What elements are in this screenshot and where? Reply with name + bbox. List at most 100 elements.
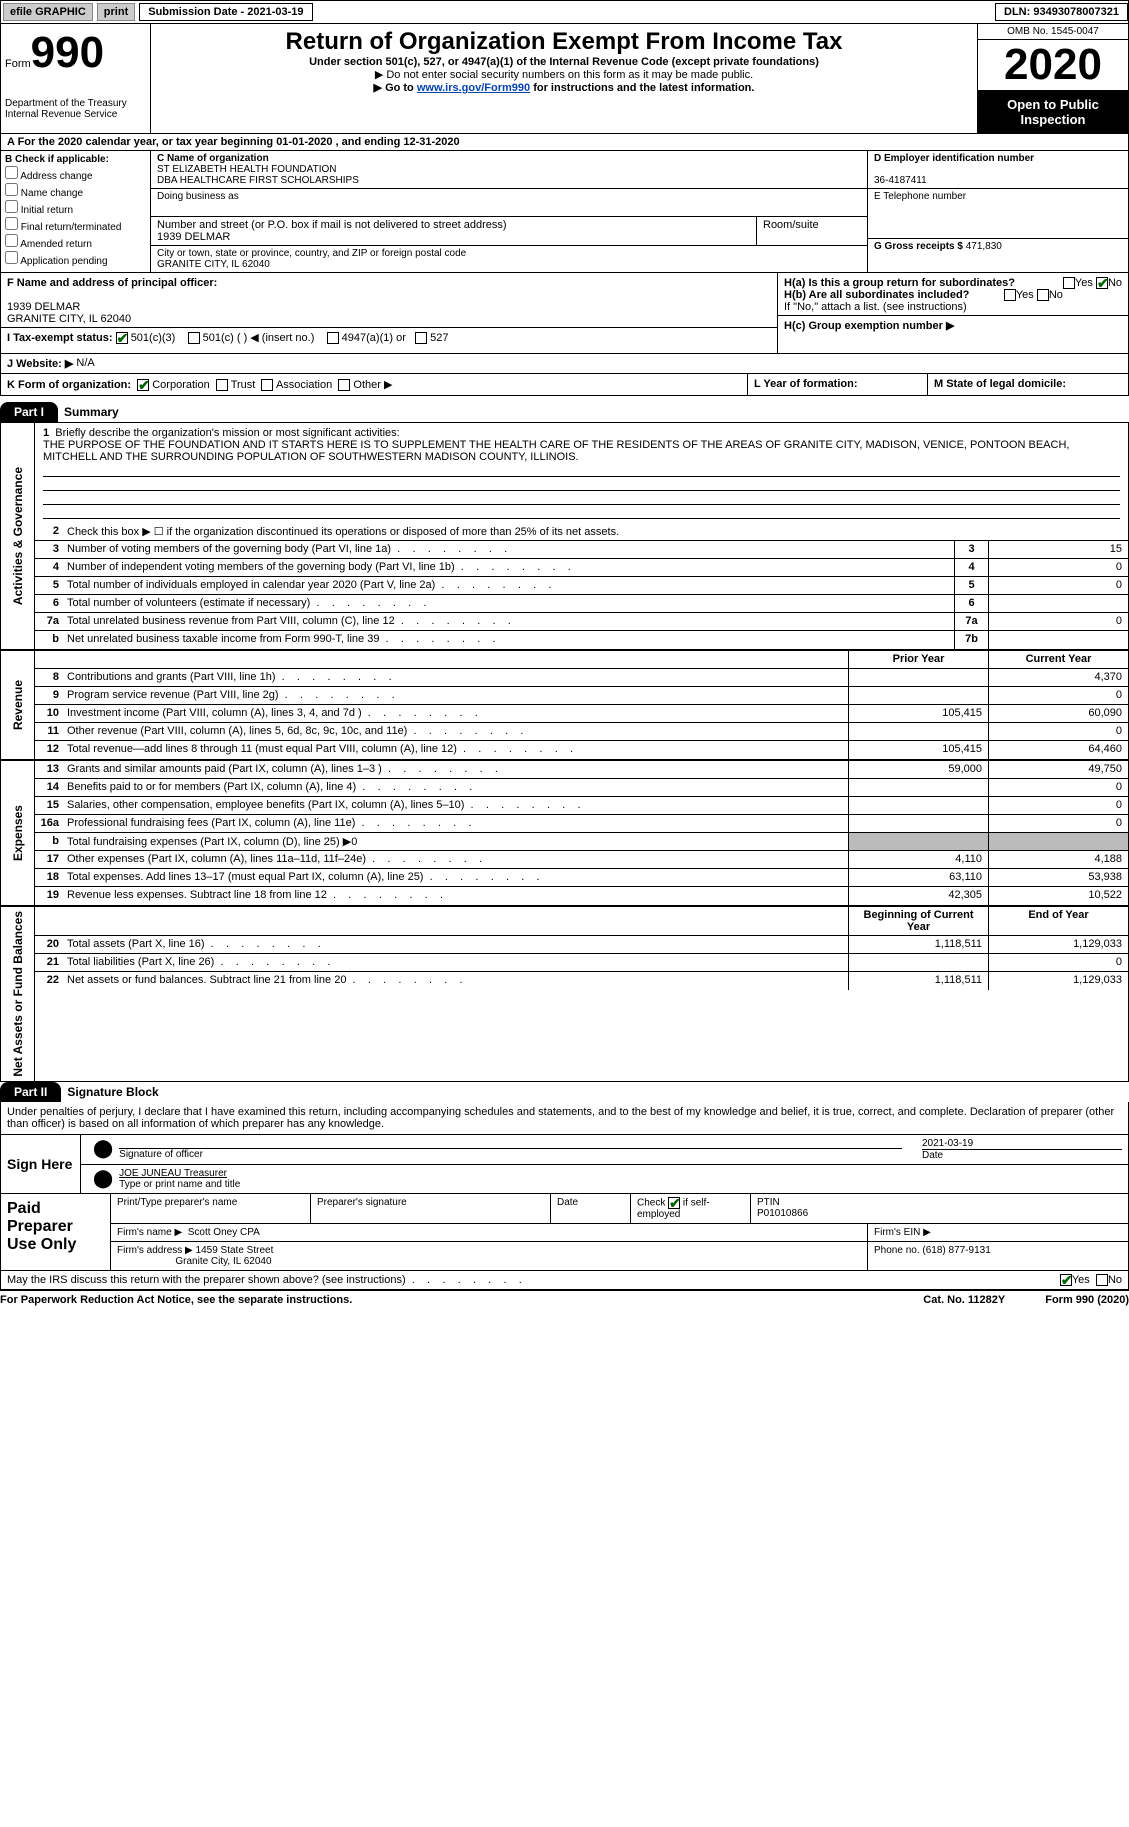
ha-no[interactable] xyxy=(1096,277,1108,289)
sig-arrow-icon: ⬤ xyxy=(87,1138,119,1161)
sec-revenue: Revenue Prior Year Current Year 8Contrib… xyxy=(1,651,1128,761)
cb-name-change[interactable] xyxy=(5,183,18,196)
cb-other[interactable] xyxy=(338,379,350,391)
ptin-h: PTIN xyxy=(757,1197,780,1208)
exp-row: 13Grants and similar amounts paid (Part … xyxy=(35,761,1128,779)
cb-corp[interactable] xyxy=(137,379,149,391)
cb-application-pending[interactable] xyxy=(5,251,18,264)
print-button[interactable]: print xyxy=(97,3,135,21)
ha-yes[interactable] xyxy=(1063,277,1075,289)
sec-netassets: Net Assets or Fund Balances Beginning of… xyxy=(1,907,1128,1081)
k-h: K Form of organization: xyxy=(7,379,131,391)
f-h: F Name and address of principal officer: xyxy=(7,277,217,289)
signature-block: Under penalties of perjury, I declare th… xyxy=(0,1102,1129,1194)
part1-body: Activities & Governance 1 Briefly descri… xyxy=(0,422,1129,1082)
col-d: D Employer identification number 36-4187… xyxy=(868,151,1128,272)
row-kl: K Form of organization: Corporation Trus… xyxy=(0,374,1129,396)
cb-assoc[interactable] xyxy=(261,379,273,391)
hdr-py2: Beginning of Current Year xyxy=(848,907,988,935)
irs-link[interactable]: www.irs.gov/Form990 xyxy=(417,82,530,94)
city: GRANITE CITY, IL 62040 xyxy=(157,259,270,270)
firm-addr1: 1459 State Street xyxy=(196,1245,274,1256)
j-v: N/A xyxy=(76,357,94,370)
vlabel-gov: Activities & Governance xyxy=(9,463,27,609)
cb-4947[interactable] xyxy=(327,332,339,344)
org-name-h: C Name of organization xyxy=(157,153,269,164)
hb-note: If "No," attach a list. (see instruction… xyxy=(784,301,1122,313)
declaration: Under penalties of perjury, I declare th… xyxy=(1,1102,1128,1135)
sig-label: Signature of officer xyxy=(119,1149,203,1160)
hb-yes[interactable] xyxy=(1004,289,1016,301)
form-subtitle: Under section 501(c), 527, or 4947(a)(1)… xyxy=(157,56,971,68)
org-name2: DBA HEALTHCARE FIRST SCHOLARSHIPS xyxy=(157,175,359,186)
cb-trust[interactable] xyxy=(216,379,228,391)
brief-h: Briefly describe the organization's miss… xyxy=(55,427,399,439)
phone-h: Phone no. xyxy=(874,1245,920,1256)
fh-right: H(a) Is this a group return for subordin… xyxy=(778,273,1128,353)
phone: (618) 877-9131 xyxy=(922,1245,990,1256)
gov-row: 2Check this box ▶ ☐ if the organization … xyxy=(35,523,1128,541)
net-row: 22Net assets or fund balances. Subtract … xyxy=(35,972,1128,990)
city-h: City or town, state or province, country… xyxy=(157,248,466,259)
footer-m: Cat. No. 11282Y xyxy=(923,1294,1005,1306)
efile-label: efile GRAPHIC xyxy=(3,3,93,21)
irs-no[interactable] xyxy=(1096,1274,1108,1286)
cb-527[interactable] xyxy=(415,332,427,344)
exp-row: 15Salaries, other compensation, employee… xyxy=(35,797,1128,815)
hb-no[interactable] xyxy=(1037,289,1049,301)
paid-preparer: Paid Preparer Use Only Print/Type prepar… xyxy=(0,1194,1129,1271)
vlabel-exp: Expenses xyxy=(9,801,27,865)
pp-sig-h: Preparer's signature xyxy=(311,1194,551,1223)
col-b-header: B Check if applicable: xyxy=(5,154,146,165)
firm-name: Scott Oney CPA xyxy=(188,1227,260,1238)
footer-l: For Paperwork Reduction Act Notice, see … xyxy=(0,1294,352,1306)
sec-governance: Activities & Governance 1 Briefly descri… xyxy=(1,423,1128,651)
part1-header: Part I Summary xyxy=(0,402,1129,422)
exp-row: bTotal fundraising expenses (Part IX, co… xyxy=(35,833,1128,851)
tel-h: E Telephone number xyxy=(874,191,966,202)
omb-number: OMB No. 1545-0047 xyxy=(978,24,1128,40)
rev-row: 9Program service revenue (Part VIII, lin… xyxy=(35,687,1128,705)
cb-initial-return[interactable] xyxy=(5,200,18,213)
net-row: 20Total assets (Part X, line 16)1,118,51… xyxy=(35,936,1128,954)
rev-row: 10Investment income (Part VIII, column (… xyxy=(35,705,1128,723)
part1-title: Summary xyxy=(64,405,119,419)
gross-h: G Gross receipts $ xyxy=(874,241,963,252)
irs-yes[interactable] xyxy=(1060,1274,1072,1286)
hdr-cy2: End of Year xyxy=(988,907,1128,935)
footer-r: Form 990 (2020) xyxy=(1045,1294,1129,1306)
part2-tab: Part II xyxy=(0,1082,61,1102)
cb-501c[interactable] xyxy=(188,332,200,344)
j-h: J Website: ▶ xyxy=(7,357,73,370)
submission-date: Submission Date - 2021-03-19 xyxy=(139,3,312,21)
exp-row: 16aProfessional fundraising fees (Part I… xyxy=(35,815,1128,833)
open-inspection: Open to Public Inspection xyxy=(978,91,1128,133)
cb-501c3[interactable] xyxy=(116,332,128,344)
gov-row: 6Total number of volunteers (estimate if… xyxy=(35,595,1128,613)
i-h: I Tax-exempt status: xyxy=(7,332,113,344)
col-c: C Name of organization ST ELIZABETH HEAL… xyxy=(151,151,868,272)
exp-row: 17Other expenses (Part IX, column (A), l… xyxy=(35,851,1128,869)
header-middle: Return of Organization Exempt From Incom… xyxy=(151,24,978,133)
gov-row: 4Number of independent voting members of… xyxy=(35,559,1128,577)
addr: 1939 DELMAR xyxy=(157,231,230,243)
vlabel-net: Net Assets or Fund Balances xyxy=(9,907,27,1081)
hdr-row-net: Beginning of Current Year End of Year xyxy=(35,907,1128,936)
header-right: OMB No. 1545-0047 2020 Open to Public In… xyxy=(978,24,1128,133)
top-bar: efile GRAPHIC print Submission Date - 20… xyxy=(0,0,1129,24)
ha-h: H(a) Is this a group return for subordin… xyxy=(784,277,1015,289)
cb-address-change[interactable] xyxy=(5,166,18,179)
name-label: Type or print name and title xyxy=(119,1179,240,1190)
cb-amended-return[interactable] xyxy=(5,234,18,247)
date-label: Date xyxy=(922,1150,943,1161)
firm-name-h: Firm's name ▶ xyxy=(117,1227,182,1238)
paid-h: Paid Preparer Use Only xyxy=(1,1194,111,1270)
form-number: 990 xyxy=(31,28,104,77)
row-j: J Website: ▶ N/A xyxy=(0,354,1129,374)
form-title: Return of Organization Exempt From Incom… xyxy=(157,28,971,56)
line-a: A For the 2020 calendar year, or tax yea… xyxy=(0,134,1129,151)
cb-final-return[interactable] xyxy=(5,217,18,230)
cb-self-employed[interactable] xyxy=(668,1197,680,1209)
sig-date: 2021-03-19 xyxy=(922,1138,973,1149)
footer: For Paperwork Reduction Act Notice, see … xyxy=(0,1290,1129,1309)
